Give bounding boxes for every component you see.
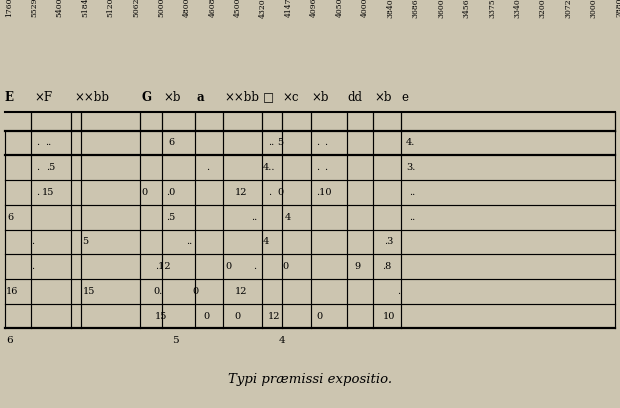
- Text: 51200.: 51200.: [107, 0, 115, 18]
- Text: .: .: [316, 138, 319, 147]
- Text: 36000.: 36000.: [437, 0, 445, 18]
- Text: 0: 0: [225, 262, 231, 271]
- Text: .4: .4: [260, 237, 270, 246]
- Text: 4.: 4.: [406, 138, 415, 147]
- Text: ..: ..: [268, 138, 274, 147]
- Text: 6: 6: [6, 336, 13, 345]
- Text: e: e: [402, 91, 409, 104]
- Text: 40960.: 40960.: [310, 0, 318, 18]
- Text: 33750.: 33750.: [488, 0, 496, 18]
- Text: 5: 5: [277, 138, 283, 147]
- Text: □: □: [263, 91, 274, 104]
- Text: .: .: [253, 262, 256, 271]
- Text: .12: .12: [155, 262, 170, 271]
- Text: .10: .10: [316, 188, 332, 197]
- Text: 0: 0: [234, 312, 241, 321]
- Text: 3.: 3.: [406, 163, 415, 172]
- Text: 28800.: 28800.: [615, 0, 620, 18]
- Text: .: .: [397, 287, 400, 296]
- Text: 48000.: 48000.: [183, 0, 191, 18]
- Text: 15: 15: [82, 287, 95, 296]
- Text: 40500.: 40500.: [335, 0, 343, 18]
- Text: 15: 15: [42, 188, 55, 197]
- Text: 6: 6: [169, 138, 175, 147]
- Text: 32000.: 32000.: [539, 0, 547, 18]
- Text: .3: .3: [384, 237, 394, 246]
- Text: Typi præmissi expositio.: Typi præmissi expositio.: [228, 373, 392, 386]
- Text: 0: 0: [192, 287, 198, 296]
- Text: 33400.: 33400.: [513, 0, 521, 18]
- Text: 15: 15: [155, 312, 167, 321]
- Text: G: G: [141, 91, 151, 104]
- Text: 5: 5: [172, 336, 179, 345]
- Text: .8: .8: [383, 262, 392, 271]
- Text: 50000.: 50000.: [157, 0, 166, 18]
- Text: .: .: [268, 188, 271, 197]
- Text: ×b: ×b: [374, 91, 392, 104]
- Text: 4: 4: [285, 213, 291, 222]
- Text: .0: .0: [166, 188, 175, 197]
- Text: a: a: [197, 91, 204, 104]
- Text: 16: 16: [6, 287, 19, 296]
- Text: 55296.: 55296.: [30, 0, 38, 18]
- Text: .: .: [36, 163, 39, 172]
- Text: 6: 6: [7, 213, 14, 222]
- Text: 41472.: 41472.: [285, 0, 293, 18]
- Text: ..: ..: [409, 188, 415, 197]
- Text: .: .: [316, 163, 319, 172]
- Text: 0: 0: [283, 262, 289, 271]
- Text: ..: ..: [251, 213, 257, 222]
- Text: 43200.: 43200.: [259, 0, 267, 18]
- Text: ×b: ×b: [312, 91, 329, 104]
- Text: ×c: ×c: [283, 91, 299, 104]
- Text: 30720.: 30720.: [564, 0, 572, 18]
- Text: 34560.: 34560.: [463, 0, 471, 18]
- Text: .5: .5: [166, 213, 175, 222]
- Text: 46080.: 46080.: [208, 0, 216, 18]
- Text: 10: 10: [383, 312, 395, 321]
- Text: 38400.: 38400.: [386, 0, 394, 18]
- Text: 9: 9: [355, 262, 361, 271]
- Text: ×b: ×b: [164, 91, 181, 104]
- Text: ..: ..: [186, 237, 192, 246]
- Text: ..: ..: [45, 138, 51, 147]
- Text: .: .: [206, 163, 210, 172]
- Text: .: .: [324, 138, 327, 147]
- Text: 0: 0: [203, 312, 210, 321]
- Text: 40000.: 40000.: [361, 0, 369, 18]
- Text: 0: 0: [316, 312, 322, 321]
- Text: .: .: [31, 237, 34, 246]
- Text: ××bb: ××bb: [224, 91, 259, 104]
- Text: 50625.: 50625.: [132, 0, 140, 18]
- Text: ..: ..: [409, 213, 415, 222]
- Text: 51840.: 51840.: [81, 0, 89, 18]
- Text: .5: .5: [46, 163, 55, 172]
- Text: 4..: 4..: [263, 163, 275, 172]
- Text: dd: dd: [348, 91, 363, 104]
- Text: 30000.: 30000.: [590, 0, 598, 18]
- Text: 54000.: 54000.: [56, 0, 64, 18]
- Text: 45000.: 45000.: [234, 0, 242, 18]
- Text: 12: 12: [268, 312, 280, 321]
- Text: 5: 5: [82, 237, 89, 246]
- Text: 12: 12: [234, 287, 247, 296]
- Text: 36864.: 36864.: [412, 0, 420, 18]
- Text: 0: 0: [277, 188, 283, 197]
- Text: 12: 12: [234, 188, 247, 197]
- Text: 4: 4: [279, 336, 286, 345]
- Text: .: .: [31, 262, 34, 271]
- Text: 0: 0: [141, 188, 148, 197]
- Text: .: .: [36, 188, 39, 197]
- Text: 0.: 0.: [154, 287, 163, 296]
- Text: .: .: [324, 163, 327, 172]
- Text: ××bb: ××bb: [74, 91, 109, 104]
- Text: 17600.: 17600.: [5, 0, 13, 18]
- Text: ×F: ×F: [34, 91, 52, 104]
- Text: E: E: [5, 91, 14, 104]
- Text: .: .: [36, 138, 39, 147]
